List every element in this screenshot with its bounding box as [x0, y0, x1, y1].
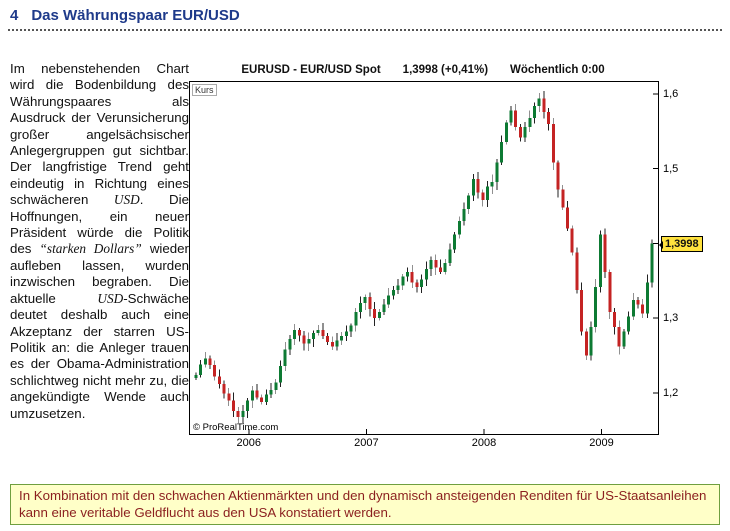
paragraph-text: -Schwäche deutet deshalb auch eine Akzep…	[10, 290, 189, 421]
x-axis-label: 2008	[471, 437, 497, 449]
heading-rule	[8, 29, 722, 31]
paragraph-text: . Die Hoffnungen, ein neuer Präsident wü…	[10, 192, 189, 257]
kurs-label: Kurs	[192, 84, 217, 96]
emphasis-text: USD	[113, 192, 140, 208]
section-heading: 4 Das Währungspaar EUR/USD	[10, 7, 240, 24]
plot-area: Kurs © ProRealTime.com 1,3998 1,61,51,41…	[189, 81, 703, 435]
body-paragraph: Im nebenstehenden Chart wird die Bodenbi…	[10, 61, 189, 422]
note-box: In Kombination mit den schwachen Aktienm…	[10, 484, 720, 525]
note-text: In Kombination mit den schwachen Aktienm…	[19, 488, 707, 520]
y-axis-label: 1,6	[663, 87, 679, 100]
section-title: Das Währungspaar EUR/USD	[31, 7, 240, 24]
y-axis-label: 1,2	[663, 386, 679, 399]
paragraph-text: wieder aufleben lassen, wurden inzwische…	[10, 241, 189, 306]
x-axis-label: 2007	[354, 437, 379, 449]
chart-title: EURUSD - EUR/USD Spot	[241, 64, 381, 76]
y-axis-label: 1,5	[663, 162, 679, 175]
section-number: 4	[10, 7, 19, 24]
chart-last-quote: 1,3998 (+0,41%)	[402, 64, 489, 76]
x-axis-label: 2006	[236, 437, 262, 449]
chart-timeframe: Wöchentlich 0:00	[510, 64, 605, 76]
price-marker: 1,3998	[659, 235, 703, 252]
x-axis-label: 2009	[589, 437, 614, 449]
x-axis: 2006 2007 2008 2009	[189, 435, 657, 451]
chart: EURUSD - EUR/USD Spot 1,3998 (+0,41%) Wö…	[189, 64, 703, 451]
y-axis-label: 1,3	[663, 312, 679, 325]
copyright-watermark: © ProRealTime.com	[193, 422, 279, 433]
emphasis-text: USD	[97, 290, 124, 306]
emphasis-text: “starken Dollars”	[39, 241, 142, 257]
paragraph-text: Im nebenstehenden Chart wird die Bodenbi…	[10, 61, 189, 208]
candlestick-svg	[194, 90, 658, 434]
chart-title-row: EURUSD - EUR/USD Spot 1,3998 (+0,41%) Wö…	[189, 64, 657, 76]
